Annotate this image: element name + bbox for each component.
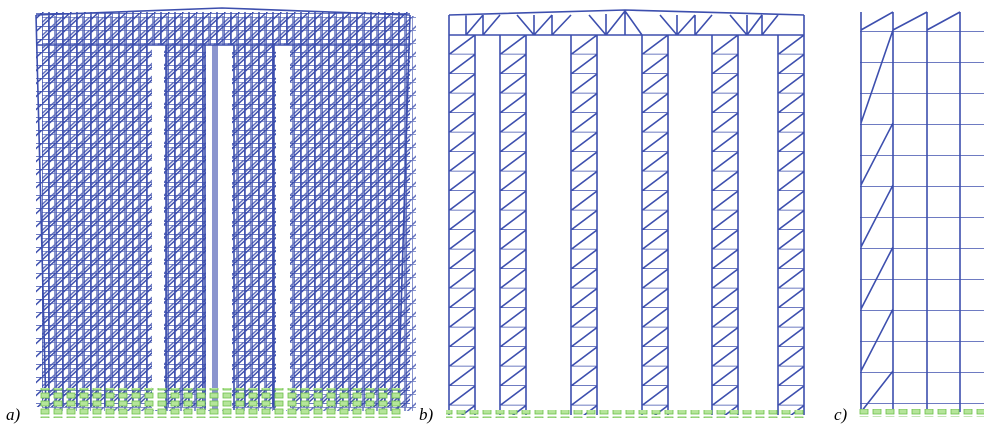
model-side-view [858, 11, 984, 417]
panel-label: b) [419, 405, 434, 424]
model-3d [35, 7, 416, 418]
panel-label: a) [6, 405, 21, 424]
panel-label: c) [834, 405, 848, 424]
model-2d-frame [446, 9, 806, 418]
